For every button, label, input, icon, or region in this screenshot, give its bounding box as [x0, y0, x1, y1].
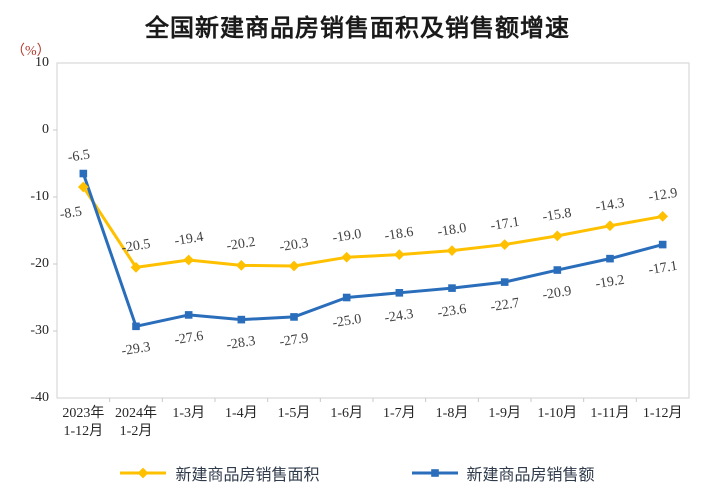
legend-line-diamond-icon: [120, 466, 167, 480]
y-tick-label: -40: [30, 390, 49, 405]
y-tick-label: -30: [30, 323, 49, 338]
x-tick-label: 1-3月: [172, 406, 205, 421]
x-tick-label: 2024年 1-2月: [115, 406, 157, 440]
y-tick-label: -10: [30, 189, 49, 204]
y-tick-label: 10: [35, 55, 49, 70]
chart-title: 全国新建商品房销售面积及销售额增速: [145, 15, 570, 42]
x-tick-label: 1-4月: [224, 406, 258, 421]
y-tick-label: 0: [42, 122, 49, 137]
x-tick-label: 1-8月: [435, 406, 469, 421]
x-tick-label: 1-10月: [537, 406, 578, 421]
y-axis-unit-label: （%）: [11, 44, 51, 59]
x-tick-label: 1-9月: [488, 406, 521, 421]
y-tick-label: -20: [30, 256, 49, 271]
x-tick-label: 1-7月: [382, 406, 416, 421]
legend-line-square-icon: [411, 466, 458, 480]
x-tick-label: 2023年 1-12月: [62, 406, 105, 440]
x-tick-label: 1-11月: [590, 406, 630, 421]
legend-item-sales-amount: 新建商品房销售额: [411, 461, 595, 485]
legend-item-sales-area: 新建商品房销售面积: [120, 461, 320, 485]
x-tick-label: 1-12月: [642, 406, 683, 421]
x-tick-label: 1-5月: [277, 406, 311, 421]
data-label: -6.5: [67, 146, 92, 166]
chart-legend: 新建商品房销售面积 新建商品房销售额: [0, 461, 715, 485]
legend-label-sales-amount: 新建商品房销售额: [466, 467, 595, 484]
x-tick-label: 1-6月: [330, 406, 363, 421]
legend-label-sales-area: 新建商品房销售面积: [175, 467, 320, 484]
data-label: -8.5: [59, 204, 84, 223]
